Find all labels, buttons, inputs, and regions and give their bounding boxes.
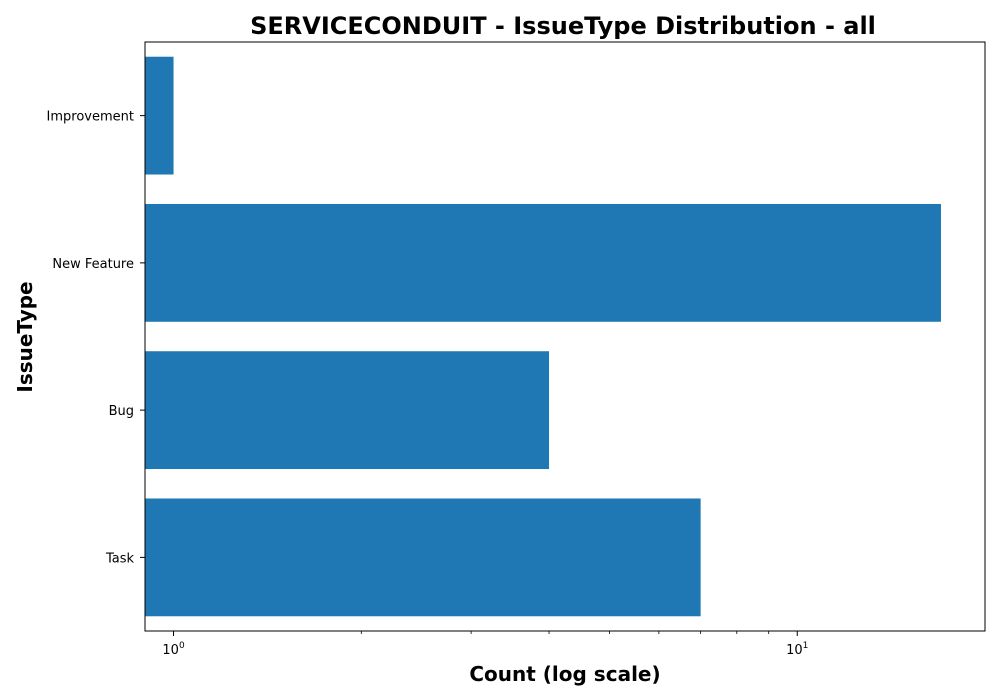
plot-frame (144, 41, 986, 632)
bar (145, 351, 550, 470)
y-tick-label: New Feature (52, 257, 134, 272)
bar (145, 498, 701, 617)
x-axis-label: Count (log scale) (469, 662, 660, 686)
y-axis-label: IssueType (13, 281, 37, 392)
y-tick-label: Improvement (47, 110, 134, 125)
y-tick-label: Task (105, 551, 135, 566)
x-tick-label: 101 (786, 641, 808, 658)
chart-title: SERVICECONDUIT - IssueType Distribution … (250, 12, 876, 40)
y-tick-label: Bug (109, 404, 134, 419)
x-tick-exponent: 1 (803, 641, 809, 651)
x-tick-base: 10 (162, 643, 179, 658)
x-tick-label: 100 (162, 641, 185, 658)
bar (145, 56, 174, 175)
x-axis: 100 101 (162, 631, 808, 658)
y-axis: Improvement New Feature Bug Task (47, 110, 145, 566)
plot-area (145, 56, 941, 617)
bar (145, 203, 941, 322)
x-tick-exponent: 0 (179, 641, 185, 651)
x-tick-base: 10 (786, 643, 803, 658)
